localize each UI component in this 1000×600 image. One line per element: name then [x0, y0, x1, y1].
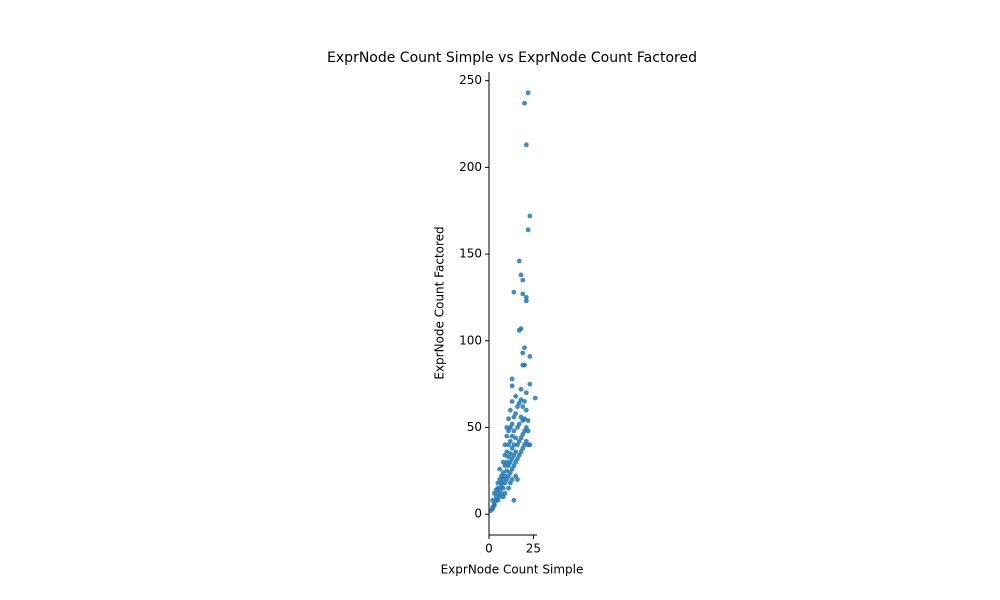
point: [525, 418, 531, 423]
point: [509, 376, 515, 382]
point: [518, 397, 524, 403]
point: [506, 485, 511, 491]
point: [513, 435, 519, 441]
point: [509, 399, 515, 404]
point: [522, 399, 527, 404]
point: [522, 100, 527, 106]
point: [516, 258, 522, 264]
point: [509, 383, 515, 389]
y-tick-label: 250: [459, 73, 482, 87]
y-axis-label: ExprNode Count Factored: [433, 226, 447, 379]
point: [511, 442, 517, 448]
y-tick-label: 100: [459, 333, 482, 347]
point: [522, 345, 527, 351]
y-tick-label: 200: [459, 160, 482, 174]
point: [513, 411, 519, 417]
point: [523, 142, 529, 148]
point: [509, 433, 515, 439]
point: [520, 404, 526, 410]
points: [488, 90, 538, 514]
point: [507, 407, 513, 413]
point: [515, 477, 520, 482]
point: [527, 353, 533, 359]
y-tick-label: 150: [459, 247, 482, 261]
point: [493, 487, 499, 493]
point: [509, 421, 515, 427]
point: [525, 90, 531, 96]
point: [520, 350, 526, 356]
point: [504, 449, 510, 455]
point: [527, 213, 533, 219]
point: [497, 466, 503, 472]
point: [518, 386, 524, 392]
point: [511, 428, 517, 434]
point: [502, 490, 508, 496]
x-axis-label: ExprNode Count Simple: [441, 563, 584, 577]
point: [527, 381, 533, 387]
x-tick-label: 0: [485, 542, 493, 556]
point: [525, 227, 531, 233]
point: [513, 449, 519, 455]
point: [506, 416, 511, 422]
point: [523, 390, 529, 396]
point: [500, 485, 506, 491]
point: [490, 497, 495, 503]
y-tick-label: 0: [474, 507, 482, 521]
chart-title: ExprNode Count Simple vs ExprNode Count …: [327, 50, 697, 66]
point: [509, 477, 515, 482]
point: [520, 277, 526, 283]
point: [516, 421, 522, 427]
point: [518, 272, 524, 278]
point: [511, 289, 517, 295]
point: [523, 407, 529, 413]
point: [516, 327, 522, 333]
point: [525, 428, 531, 434]
point: [532, 395, 538, 401]
point: [522, 362, 527, 368]
point: [513, 393, 519, 399]
point: [522, 416, 527, 422]
y-tick-label: 50: [467, 420, 482, 434]
point: [507, 451, 513, 456]
point: [507, 438, 513, 444]
point: [523, 298, 529, 304]
point: [520, 291, 526, 297]
x-tick-label: 25: [526, 542, 541, 556]
point: [504, 433, 510, 439]
point: [504, 468, 510, 474]
point: [511, 497, 517, 503]
point: [502, 442, 508, 448]
point: [523, 295, 529, 300]
point: [495, 497, 501, 503]
point: [527, 442, 533, 448]
